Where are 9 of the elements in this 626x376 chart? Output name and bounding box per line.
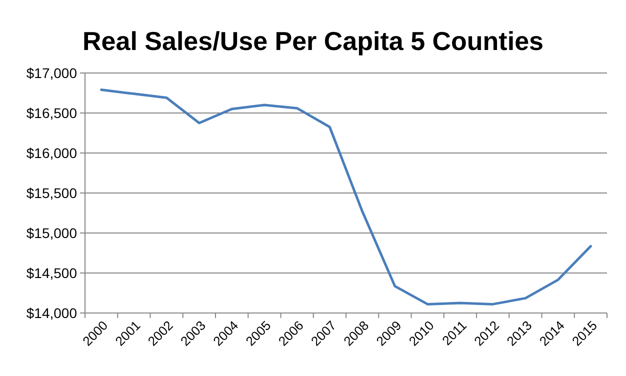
y-tick-label: $17,000 <box>26 64 78 81</box>
line-series <box>100 88 592 306</box>
y-tick-label: $14,500 <box>26 264 78 281</box>
y-tick-label: $15,500 <box>26 184 78 201</box>
y-tick-label: $16,500 <box>26 104 78 121</box>
chart-title: Real Sales/Use Per Capita 5 Counties <box>82 26 544 56</box>
y-tick-label: $16,000 <box>26 144 78 161</box>
y-tick-label: $14,000 <box>26 304 78 321</box>
y-tick-label: $15,000 <box>26 224 78 241</box>
